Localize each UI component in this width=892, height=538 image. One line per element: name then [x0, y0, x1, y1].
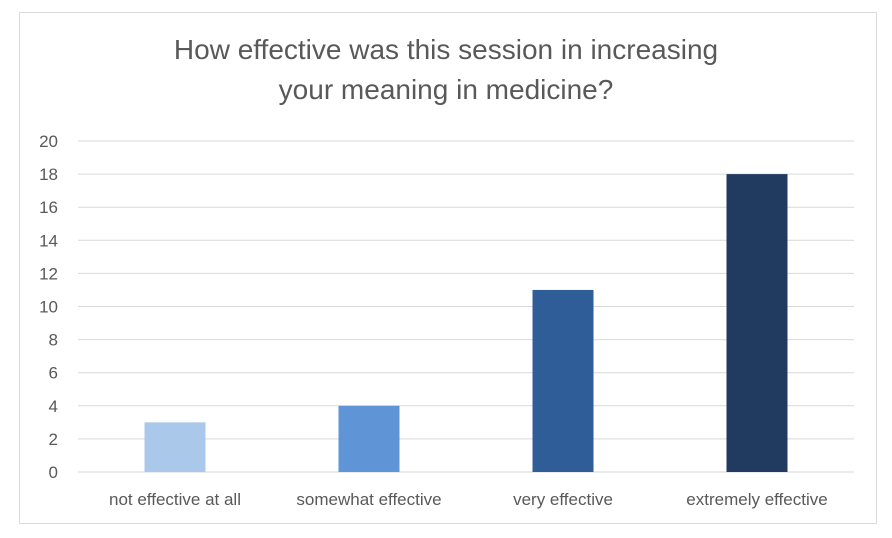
y-tick-label: 20 — [39, 132, 58, 151]
y-tick-label: 12 — [39, 264, 58, 283]
x-axis-categories: not effective at all somewhat effective ve… — [109, 490, 828, 509]
y-tick-label: 4 — [49, 397, 58, 416]
x-category-label: somewhat effective — [296, 490, 441, 509]
y-tick-label: 10 — [39, 298, 58, 317]
y-tick-label: 0 — [49, 463, 58, 482]
bar — [727, 174, 788, 472]
x-category-label: not effective at all — [109, 490, 241, 509]
bars — [145, 174, 788, 472]
y-axis-ticks: 0 2 4 6 8 10 12 14 16 18 20 — [39, 132, 58, 482]
y-tick-label: 8 — [49, 331, 58, 350]
y-tick-label: 6 — [49, 364, 58, 383]
x-category-label: extremely effective — [686, 490, 827, 509]
y-tick-label: 16 — [39, 198, 58, 217]
x-category-label: very effective — [513, 490, 613, 509]
y-tick-label: 18 — [39, 165, 58, 184]
bar-chart: 0 2 4 6 8 10 12 14 16 18 20 not effective at all so… — [0, 0, 892, 538]
bar — [339, 406, 400, 472]
y-tick-label: 14 — [39, 231, 58, 250]
y-tick-label: 2 — [49, 430, 58, 449]
bar — [533, 290, 594, 472]
bar — [145, 422, 206, 472]
